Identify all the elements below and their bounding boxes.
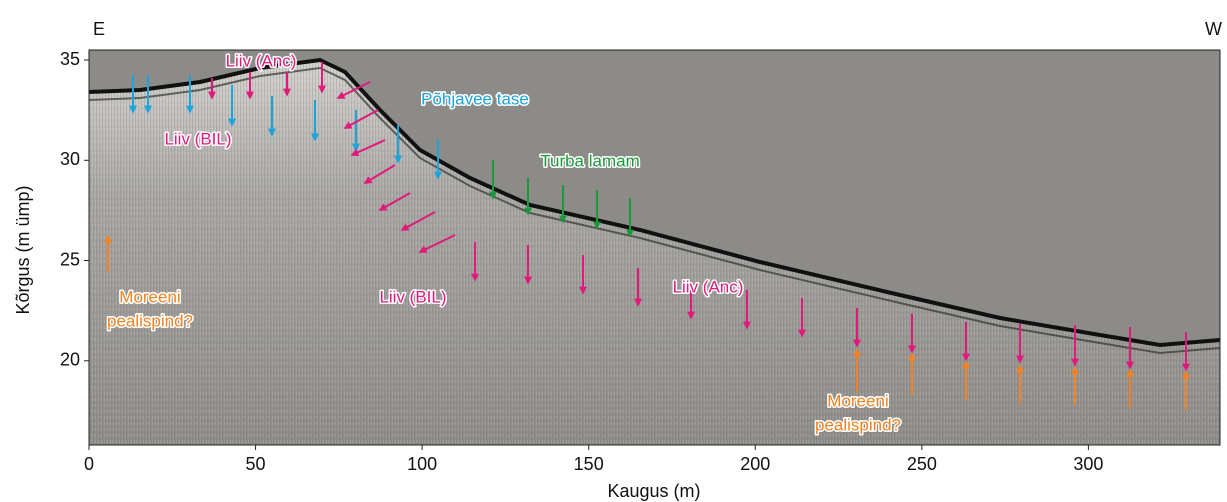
x-tick-label: 50 (246, 454, 266, 474)
annotation: Liiv (BIL) (379, 287, 446, 306)
x-tick-label: 300 (1073, 454, 1103, 474)
annotation: Põhjavee tase (421, 89, 529, 108)
x-tick-label: 0 (84, 454, 94, 474)
x-tick-label: 250 (907, 454, 937, 474)
annotation: Liiv (Anc) (226, 51, 297, 70)
y-tick-label: 35 (60, 49, 80, 69)
right-label: W (1205, 19, 1222, 39)
annotation: pealispind? (815, 415, 901, 434)
x-tick-label: 200 (740, 454, 770, 474)
x-tick-label: 100 (407, 454, 437, 474)
annotation: Turba lamam (540, 151, 640, 170)
x-axis-label: Kaugus (m) (607, 481, 700, 501)
annotation: Moreeni (119, 287, 180, 306)
figure: E W Kaugus (m) Kõrgus (m ümp) 0 50 100 150 2… (0, 0, 1227, 502)
radargram (89, 50, 1220, 445)
x-tick-label: 150 (574, 454, 604, 474)
left-label: E (93, 19, 105, 39)
y-tick-label: 20 (60, 350, 80, 370)
annotation: Liiv (BIL) (164, 129, 231, 148)
annotation: pealispind? (107, 311, 193, 330)
y-tick-label: 25 (60, 249, 80, 269)
annotation: Liiv (Anc) (673, 277, 744, 296)
y-axis-label: Kõrgus (m ümp) (13, 185, 33, 314)
y-tick-label: 30 (60, 149, 80, 169)
annotation: Moreeni (827, 391, 888, 410)
